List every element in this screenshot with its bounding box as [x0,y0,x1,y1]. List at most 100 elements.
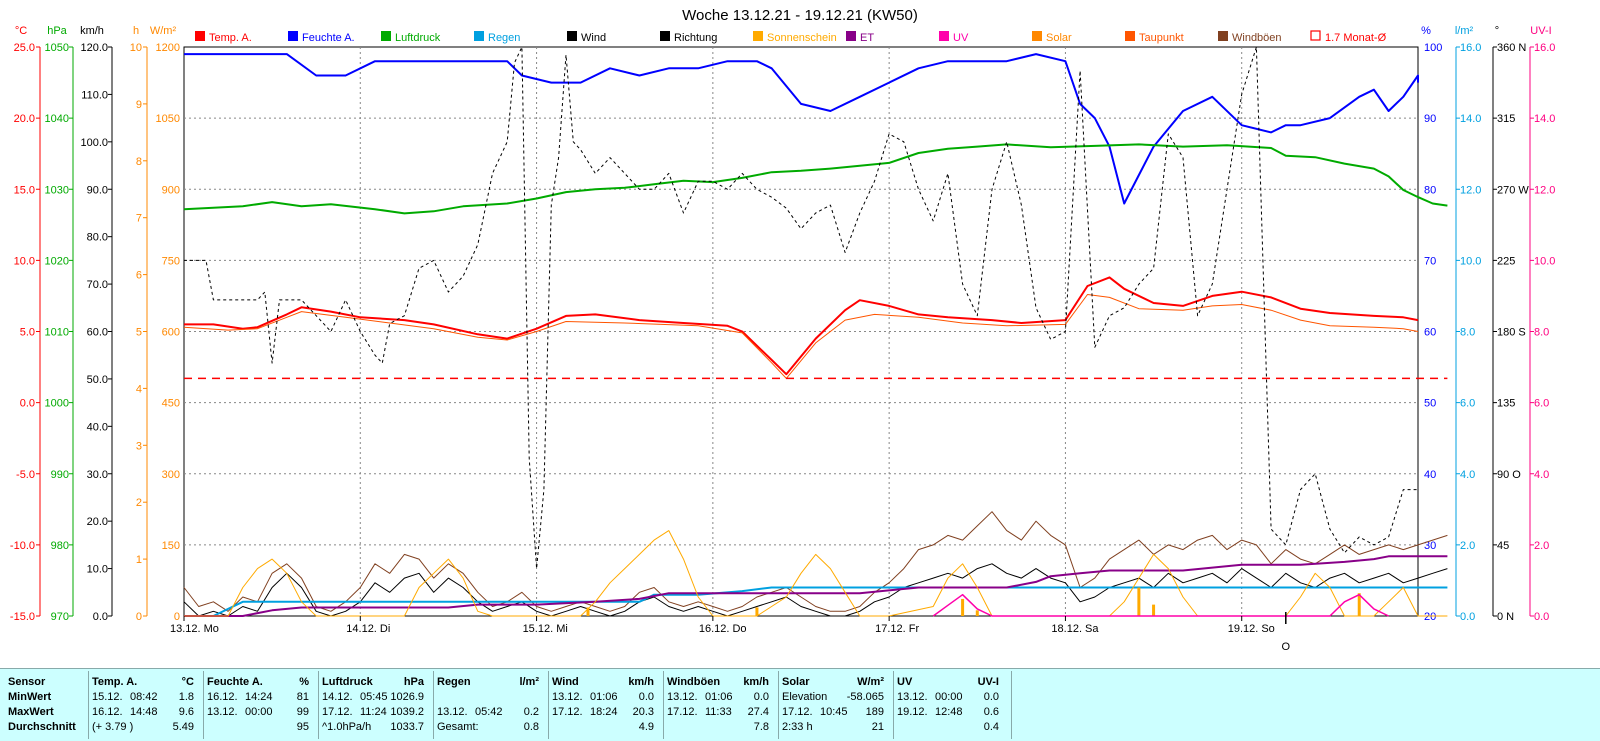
humidity-tick-label: 50 [1424,398,1436,410]
sunshine-tick-label: 7 [136,213,142,225]
summary-cell-value: 1033.7 [390,721,424,733]
legend-4-icon [567,31,577,41]
chart-series [183,46,1448,617]
sunshine-tick-label: 1 [136,554,142,566]
legend-9-icon [1032,31,1042,41]
summary-cell-time: 14:24 [245,691,273,703]
wind-tick-label: 80.0 [87,232,108,244]
direction-tick-label: 270 W [1497,184,1529,196]
summary-cell-value: 0.2 [523,706,539,718]
summary-cell-value: 1.8 [178,691,194,703]
summary-cell-date: 13.12. [207,706,238,718]
summary-column-0: Temp. A. °C 15.12. 08:42 1.8 16.12. 14:48 9.6 (+… [92,675,202,735]
summary-cell-value: 0.0 [753,691,769,703]
summary-cell-avg: 95 [207,720,317,735]
summary-row-label-avg: Durchschnitt [8,720,88,735]
series-6-line [183,511,1448,612]
sunshine-tick-label: 3 [136,440,142,452]
summary-cell-value: 21 [871,721,884,733]
summary-column-unit: km/h [743,676,769,688]
summary-cell-avg: (+ 3.79 ) 5.49 [92,720,202,735]
pressure-unit-label: hPa [47,25,67,37]
summary-cell-date: ^1.0hPa/h [322,721,372,733]
temp-tick-label: -5.0 [16,469,35,481]
summary-separator [88,671,89,739]
series-2-line [184,53,1419,205]
temp-unit-label: °C [15,25,27,37]
summary-cell-time: 10:45 [820,706,848,718]
rain-tick-label: 16.0 [1460,42,1481,54]
legend-5-label: Richtung [674,32,717,44]
pressure-tick-label: 1020 [45,255,69,267]
summary-cell-time: 00:00 [245,706,273,718]
summary-column-1: Feuchte A.% 16.12. 14:24 81 13.12. 00:00 99 95 [207,675,317,735]
rain-tick-label: 0.0 [1460,611,1475,623]
summary-cell-avg: ^1.0hPa/h 1033.7 [322,720,432,735]
summary-cell-date: 2:33 h [782,721,813,733]
summary-cell-date: 14.12. [322,691,353,703]
uv-tick-label: 6.0 [1534,398,1549,410]
direction-tick-label: 315 [1497,113,1515,125]
legend-11-icon [1218,31,1228,41]
summary-cell-date: 17.12. [552,706,583,718]
pressure-tick-label: 1050 [45,42,69,54]
uv-tick-label: 8.0 [1534,327,1549,339]
summary-cell-max: 19.12. 12:48 0.6 [897,705,1007,720]
pressure-tick-label: 980 [51,540,69,552]
summary-cell-value: 27.4 [747,706,769,718]
series-1-line [183,294,1419,379]
sunshine-unit-label: h [133,25,139,37]
summary-separator [318,671,319,739]
summary-column-header: Wind km/h [552,675,662,690]
summary-row-label-text: MinWert [8,691,52,703]
wind-tick-label: 70.0 [87,279,108,291]
summary-cell-min: 13.12. 01:06 0.0 [552,690,662,705]
summary-column-6: Solar W/m² Elevation -58.065 17.12. 10:45 189 2… [782,675,892,735]
summary-column-unit: °C [181,676,194,688]
wind-tick-label: 110.0 [81,89,108,101]
x-day-label: 14.12. Di [346,623,390,635]
plot-area [183,46,1419,617]
summary-column-unit: W/m² [857,676,884,688]
legend-7-icon [846,31,856,41]
humidity-tick-label: 20 [1424,611,1436,623]
solar-tick-label: 1200 [156,42,180,54]
summary-row-label-text: Durchschnitt [8,721,76,733]
summary-cell-time: 14:48 [130,706,158,718]
summary-cell-date: 16.12. [92,706,123,718]
summary-cell-value: 0.0 [638,691,654,703]
x-day-label: 15.12. Mi [523,623,568,635]
summary-row-label-header: Sensor [8,675,88,690]
summary-cell-date: 13.12. [437,706,468,718]
series-7-line [184,46,1418,570]
summary-column-name: Temp. A. [92,676,138,688]
legend-3-label: Regen [488,32,520,44]
direction-tick-label: 135 [1497,398,1515,410]
legend-10-label: Taupunkt [1139,32,1184,44]
humidity-tick-label: 40 [1424,469,1436,481]
solar-tick-label: 1050 [156,113,180,125]
summary-cell-date: 16.12. [207,691,238,703]
solar-unit-label: W/m² [150,25,177,37]
summary-cell-date: 13.12. [897,691,928,703]
pressure-tick-label: 990 [51,469,69,481]
humidity-tick-label: 100 [1424,42,1442,54]
summary-row-labels: Sensor MinWert MaxWert Durchschnitt [8,675,88,735]
solar-tick-label: 150 [162,540,180,552]
series-12-line [932,593,1389,617]
x-day-label: 18.12. Sa [1051,623,1099,635]
summary-column-name: Solar [782,676,810,688]
uv-unit-label: UV-I [1530,25,1551,37]
pressure-tick-label: 1040 [45,113,69,125]
summary-cell-min: Elevation -58.065 [782,690,892,705]
legend-12-icon [1310,30,1321,41]
sunshine-tick-label: 2 [136,497,142,509]
pressure-tick-label: 1030 [45,184,69,196]
temp-tick-label: 5.0 [20,327,35,339]
summary-column-header: Feuchte A.% [207,675,317,690]
summary-separator [548,671,549,739]
x-axis: 13.12. Mo 14.12. Di 15.12. Mi 16.12. Do 17.1… [170,612,1291,653]
summary-cell-min [437,690,547,705]
temp-tick-label: 10.0 [14,255,35,267]
rain-tick-label: 14.0 [1460,113,1481,125]
